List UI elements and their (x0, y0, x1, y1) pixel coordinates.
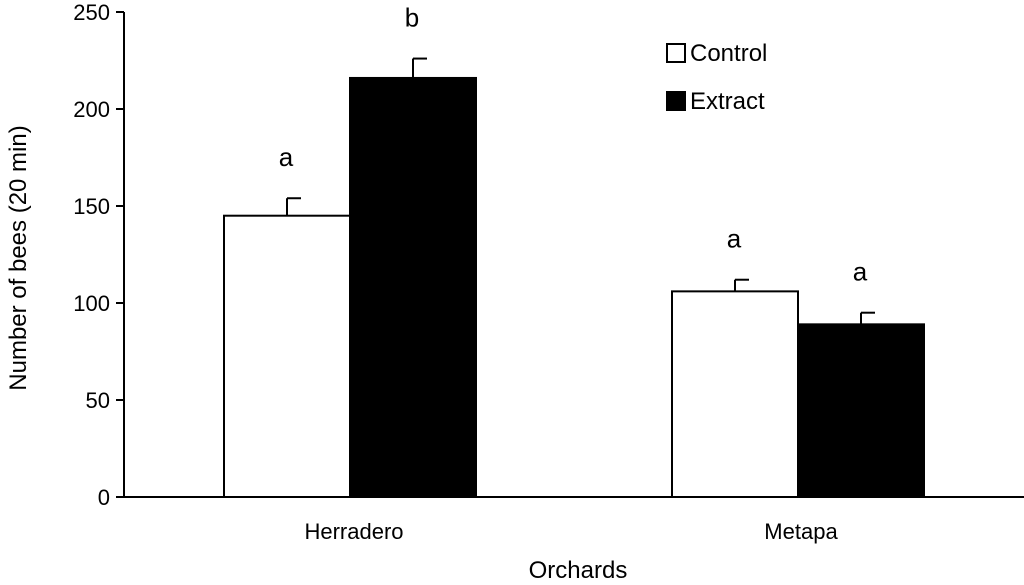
y-tick-label: 100 (73, 291, 110, 316)
bar-extract-herradero (349, 76, 477, 499)
y-axis-title: Number of bees (20 min) (5, 125, 32, 390)
legend-label-control: Control (690, 40, 767, 67)
y-tick-label: 150 (73, 194, 110, 219)
significance-label: a (727, 224, 742, 254)
legend-swatch-extract (666, 91, 686, 111)
y-tick-label: 0 (98, 485, 110, 510)
category-labels: Herradero Metapa (304, 519, 838, 544)
y-tick-label: 50 (86, 388, 110, 413)
y-tick-label: 200 (73, 97, 110, 122)
significance-label: a (853, 257, 868, 287)
x-axis-title: Orchards (529, 557, 628, 584)
legend: Control Extract (666, 40, 767, 115)
y-tick-label: 250 (73, 0, 110, 25)
bar-control-metapa (671, 290, 799, 498)
significance-label: b (405, 3, 419, 33)
bars: a b a a (223, 3, 925, 499)
bar-control-herradero (223, 214, 351, 498)
bar-extract-metapa (797, 323, 925, 498)
x-category-label: Metapa (764, 519, 838, 544)
legend-swatch-control (666, 43, 686, 63)
x-category-label: Herradero (304, 519, 403, 544)
legend-label-extract: Extract (690, 88, 765, 115)
y-ticks: 0 50 100 150 200 250 (73, 0, 124, 510)
significance-label: a (279, 142, 294, 172)
